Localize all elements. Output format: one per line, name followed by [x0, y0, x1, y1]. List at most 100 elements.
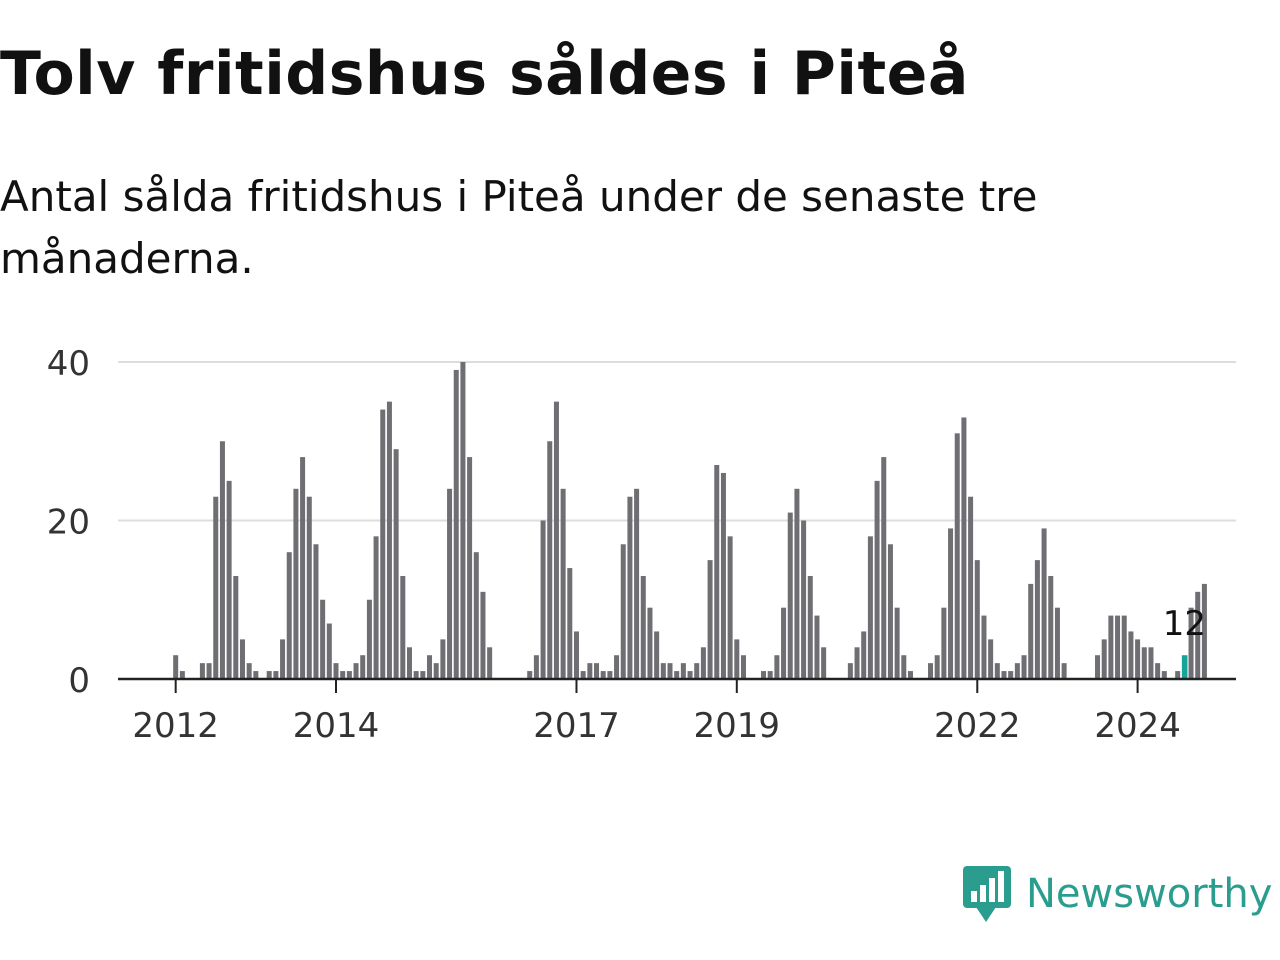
bar	[1155, 663, 1161, 679]
bar	[627, 496, 633, 679]
bar	[1008, 671, 1014, 679]
bar	[393, 449, 399, 679]
bar	[320, 599, 326, 679]
highlight-bar	[1181, 655, 1188, 679]
bar	[1195, 591, 1201, 679]
bar	[1108, 615, 1114, 679]
x-tick-label: 2014	[293, 706, 380, 746]
bar	[346, 671, 352, 679]
x-tick-label: 2019	[694, 706, 781, 746]
bar	[700, 647, 706, 679]
bar	[714, 465, 720, 679]
bar	[1048, 575, 1054, 679]
bar	[640, 575, 646, 679]
bar	[1021, 655, 1027, 679]
x-tick-label: 2017	[533, 706, 620, 746]
bar	[553, 401, 559, 679]
bar	[1201, 583, 1207, 679]
bar	[427, 655, 433, 679]
chart-title: Tolv fritidshus såldes i Piteå	[0, 39, 969, 109]
bar	[406, 647, 412, 679]
bar	[821, 647, 827, 679]
y-tick-label: 20	[47, 503, 90, 543]
bar	[794, 488, 800, 679]
bar	[774, 655, 780, 679]
bar	[533, 655, 539, 679]
bar	[360, 655, 366, 679]
bar	[273, 671, 279, 679]
bar	[280, 639, 286, 679]
bar	[787, 512, 793, 679]
x-tick-label: 2022	[934, 706, 1021, 746]
bar	[233, 575, 239, 679]
bar	[660, 663, 666, 679]
bar	[353, 663, 359, 679]
bar	[567, 568, 573, 679]
bar	[674, 671, 680, 679]
bar	[527, 671, 533, 679]
bar	[226, 480, 232, 679]
bar	[447, 488, 453, 679]
bar	[1175, 671, 1181, 679]
bar	[293, 488, 299, 679]
bars	[173, 362, 1207, 679]
bar	[807, 575, 813, 679]
bar	[961, 417, 967, 679]
bar	[560, 488, 566, 679]
bar	[680, 663, 686, 679]
bar	[607, 671, 613, 679]
bar	[1161, 671, 1167, 679]
bar	[487, 647, 493, 679]
bar	[467, 457, 473, 679]
bar	[941, 607, 947, 679]
bar	[667, 663, 673, 679]
bar	[687, 671, 693, 679]
bar	[380, 409, 386, 679]
bar	[954, 433, 960, 679]
bar	[219, 441, 225, 679]
bar	[720, 472, 726, 679]
x-tick-label: 2024	[1094, 706, 1181, 746]
bar	[767, 671, 773, 679]
bar	[246, 663, 252, 679]
bar	[580, 671, 586, 679]
bar	[928, 663, 934, 679]
bar	[373, 536, 379, 679]
bar	[727, 536, 733, 679]
bar	[600, 671, 606, 679]
bar	[707, 560, 713, 679]
bar	[400, 575, 406, 679]
bar	[861, 631, 867, 679]
bar	[1001, 671, 1007, 679]
bar	[981, 615, 987, 679]
bar	[573, 631, 579, 679]
bar	[894, 607, 900, 679]
bar	[453, 369, 459, 679]
bar	[1101, 639, 1107, 679]
bar	[326, 623, 332, 679]
bar	[988, 639, 994, 679]
bar	[547, 441, 553, 679]
y-tick-label: 0	[68, 661, 90, 701]
bar	[854, 647, 860, 679]
bar	[253, 671, 259, 679]
bar	[1034, 560, 1040, 679]
bar	[994, 663, 1000, 679]
bar	[1095, 655, 1101, 679]
y-axis-labels: 0 20 40	[47, 344, 90, 701]
newsworthy-logo-icon	[963, 866, 1011, 922]
gridlines	[118, 361, 1236, 522]
bar	[1054, 607, 1060, 679]
bar	[300, 457, 306, 679]
bar	[901, 655, 907, 679]
bar	[1135, 639, 1141, 679]
bar	[266, 671, 272, 679]
bar	[333, 663, 339, 679]
bar	[594, 663, 600, 679]
bar	[934, 655, 940, 679]
chart-subtitle: Antal sålda fritidshus i Piteå under de …	[0, 172, 1038, 283]
bar	[1041, 528, 1047, 679]
bar	[540, 520, 546, 679]
data-label: 12	[1163, 604, 1206, 644]
x-tick-label: 2012	[132, 706, 219, 746]
